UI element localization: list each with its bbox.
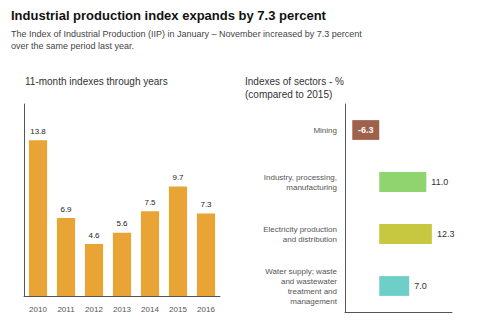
- svg-text:Water supply; waste: Water supply; waste: [265, 267, 337, 276]
- svg-text:Industrial production index ex: Industrial production index expands by 7…: [11, 8, 327, 23]
- svg-text:The Index of Industrial Produc: The Index of Industrial Production (IIP)…: [11, 29, 362, 39]
- svg-text:4.6: 4.6: [88, 231, 100, 240]
- svg-text:11-month indexes through years: 11-month indexes through years: [25, 76, 168, 87]
- svg-text:treatment and: treatment and: [288, 287, 337, 296]
- svg-text:over the same period last year: over the same period last year.: [11, 41, 134, 51]
- svg-text:and distribution: and distribution: [283, 235, 337, 244]
- svg-text:2011: 2011: [57, 305, 75, 314]
- svg-text:-6.3: -6.3: [358, 125, 374, 135]
- svg-text:2015: 2015: [169, 305, 187, 314]
- svg-text:11.0: 11.0: [431, 177, 448, 187]
- svg-text:Electricity production: Electricity production: [263, 225, 337, 234]
- svg-text:6.9: 6.9: [60, 205, 72, 214]
- svg-text:5.6: 5.6: [116, 219, 128, 228]
- svg-text:9.7: 9.7: [172, 173, 184, 182]
- svg-text:2016: 2016: [197, 305, 215, 314]
- svg-text:(compared to 2015): (compared to 2015): [245, 89, 332, 100]
- svg-text:2012: 2012: [85, 305, 103, 314]
- svg-text:Mining: Mining: [313, 126, 337, 135]
- svg-text:2010: 2010: [29, 305, 47, 314]
- svg-text:13.8: 13.8: [30, 127, 46, 136]
- svg-text:12.3: 12.3: [437, 229, 455, 239]
- svg-text:management: management: [290, 297, 337, 306]
- svg-text:manufacturing: manufacturing: [286, 183, 337, 192]
- svg-text:Indexes of sectors - %: Indexes of sectors - %: [245, 76, 344, 87]
- svg-text:7.3: 7.3: [200, 200, 212, 209]
- svg-text:2014: 2014: [141, 305, 159, 314]
- svg-text:2013: 2013: [113, 305, 131, 314]
- svg-text:7.0: 7.0: [414, 281, 427, 291]
- svg-text:and wastewater: and wastewater: [281, 277, 337, 286]
- svg-text:7.5: 7.5: [144, 198, 156, 207]
- svg-text:Industry, processing,: Industry, processing,: [264, 173, 337, 182]
